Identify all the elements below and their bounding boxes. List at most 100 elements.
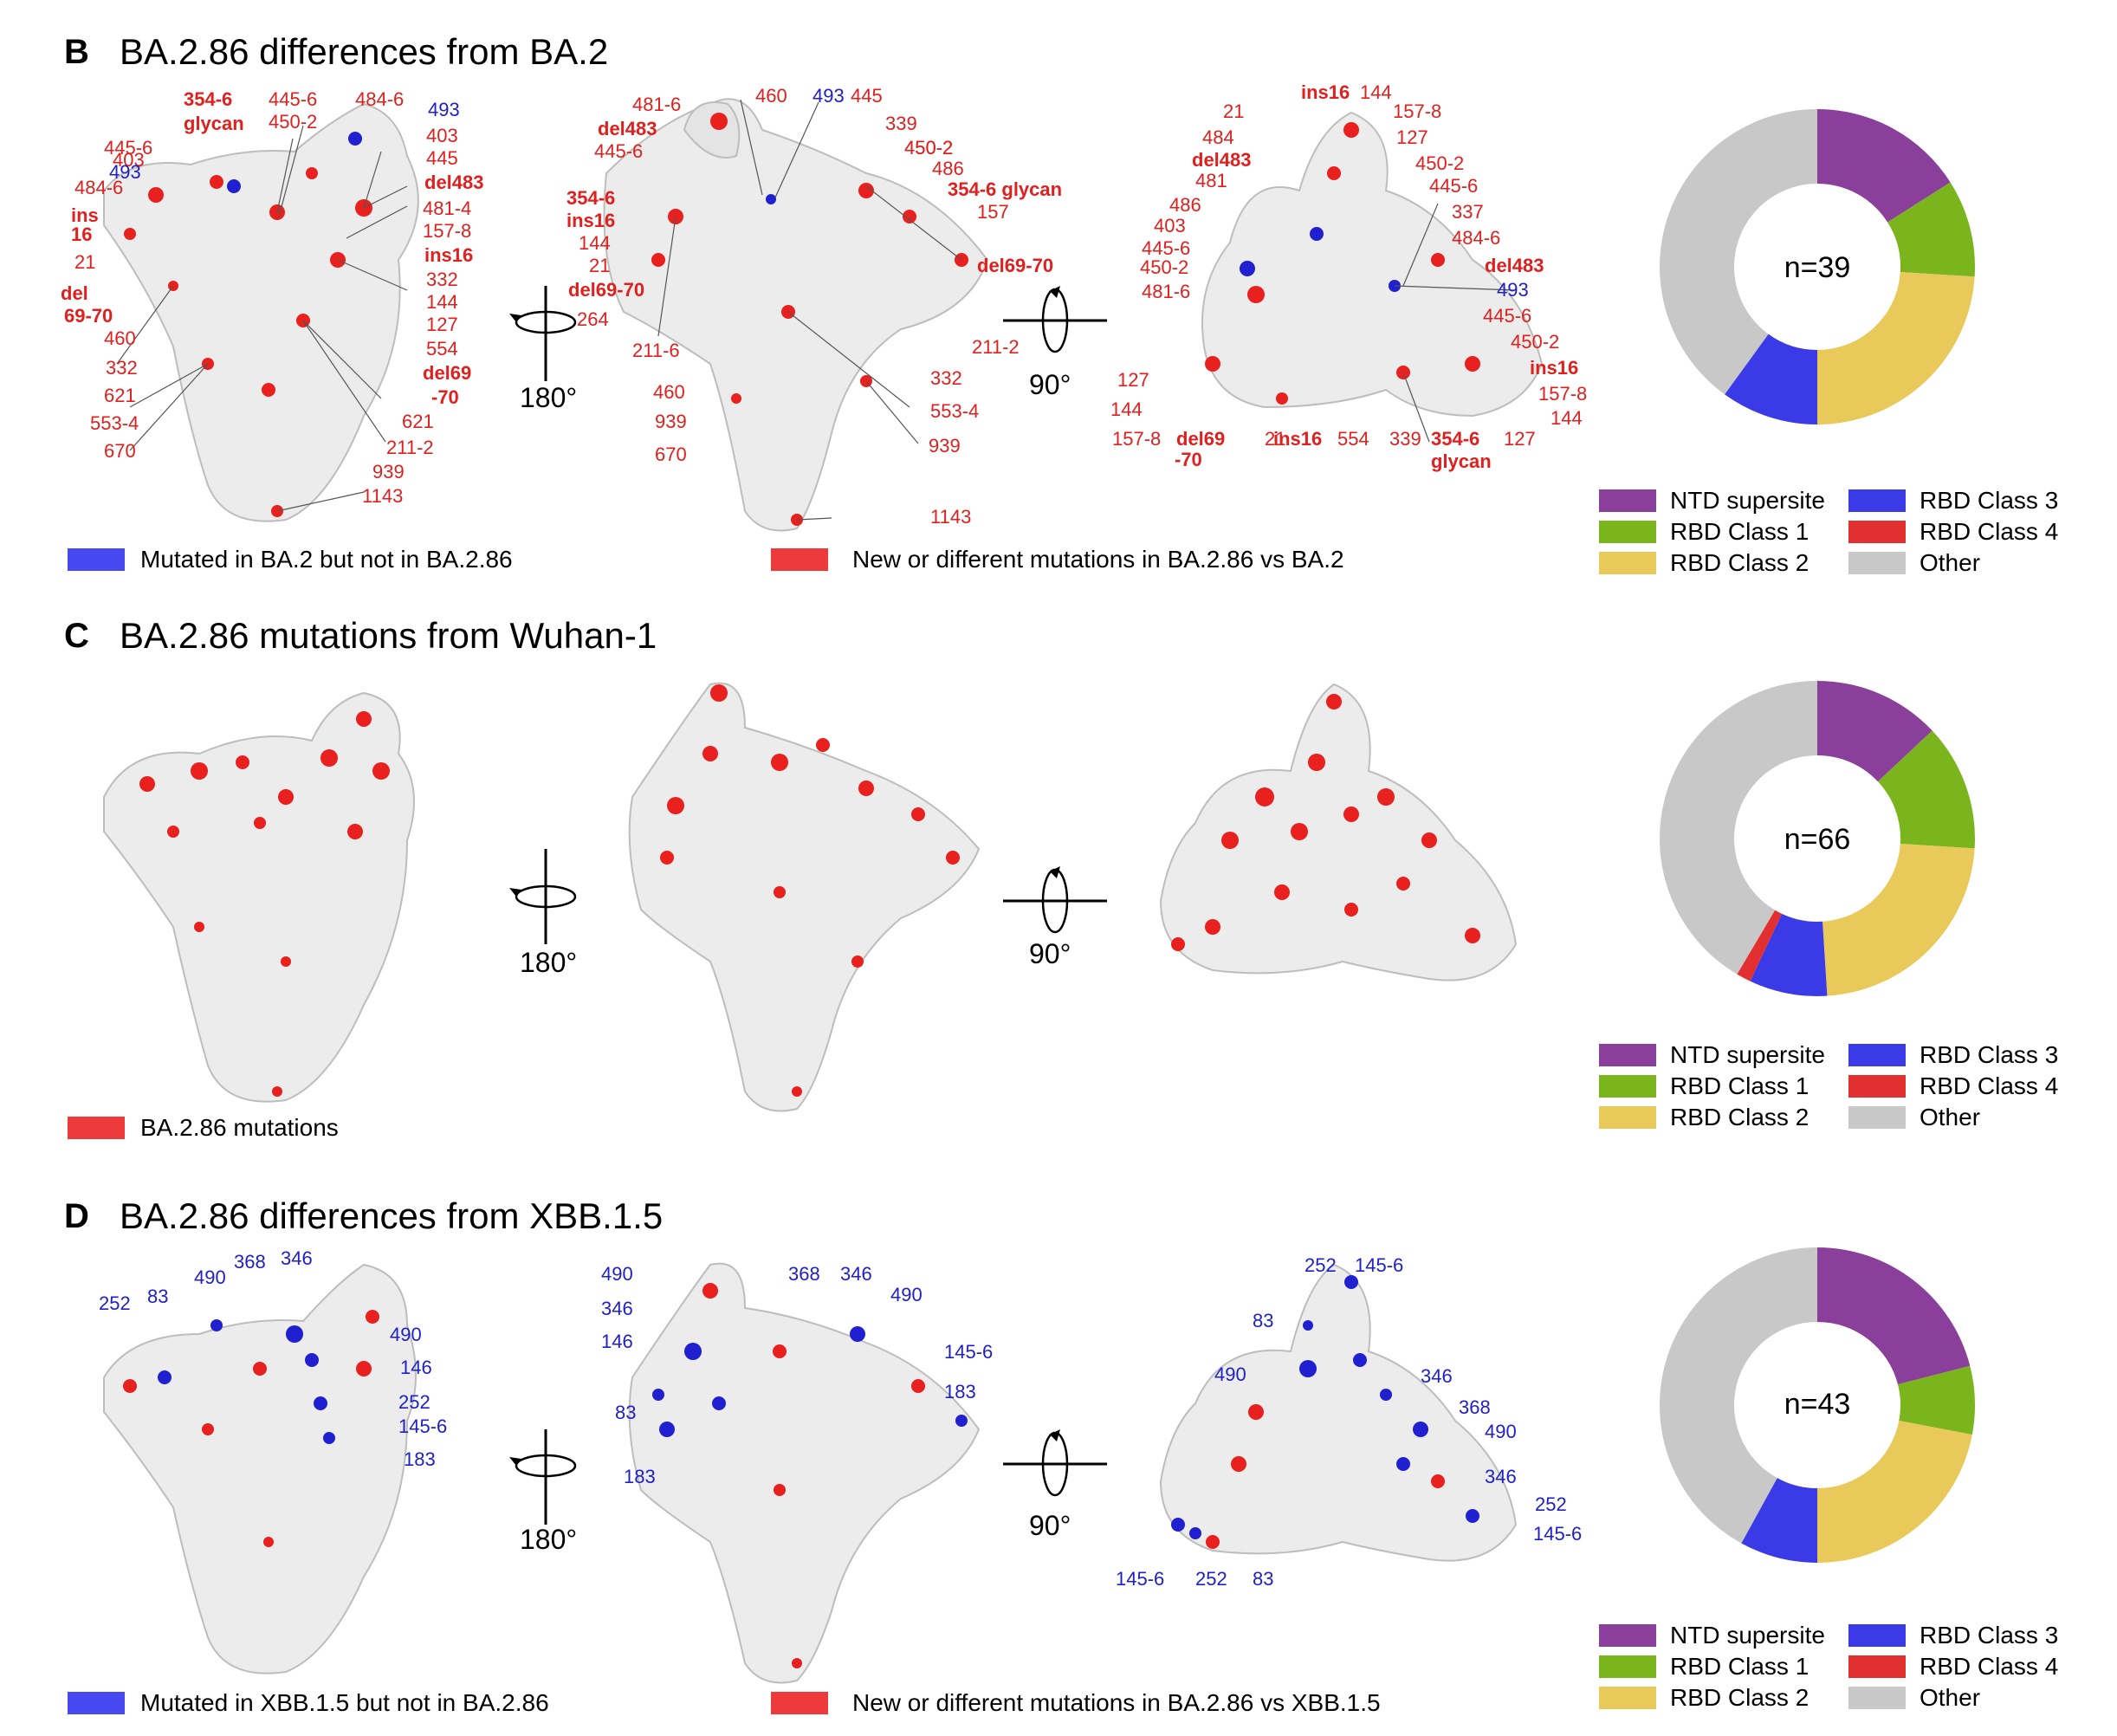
legend-swatch [1848, 1655, 1906, 1678]
mutation-label: 346 [1421, 1365, 1453, 1387]
mutation-label: 144 [579, 232, 611, 254]
rotation-label-90: 90° [1029, 369, 1071, 400]
mutation-label: 127 [1504, 428, 1536, 450]
mutation-label: 403 [1154, 215, 1186, 236]
donut-slice-other [1660, 681, 1817, 975]
rotation-arrows-c: 180° 90° [509, 849, 1107, 978]
spike-top-view [1201, 111, 1544, 418]
mutation-label: 144 [1360, 81, 1392, 103]
mutation-label: 481-4 [423, 198, 471, 219]
mutation-label: 127 [426, 314, 458, 335]
legend-swatch [1848, 1624, 1906, 1647]
mutation-label: 144 [1110, 398, 1143, 420]
mutation-label: ins16 [1301, 81, 1350, 103]
legend-item-rbd4: RBD Class 4 [1848, 1653, 2058, 1681]
legend-blue: Mutated in XBB.1.5 but not in BA.2.86 [68, 1689, 549, 1717]
mutation-label: 211-6 [632, 340, 680, 361]
rotation-arrows-b: 180° 90° [509, 286, 1107, 413]
mutation-label: 403 [113, 149, 145, 171]
legend-label: RBD Class 2 [1670, 1104, 1809, 1130]
donut-slice-rbd-class-2 [1817, 272, 1975, 424]
mutation-label: 144 [426, 291, 458, 313]
legend-item-ntd: NTD supersite [1599, 487, 1825, 515]
mutation-label: 493 [109, 161, 141, 183]
mutation-label: 939 [929, 435, 961, 457]
mutation-label: 368 [234, 1251, 266, 1273]
mutation-label: 484-6 [355, 88, 404, 110]
mutation-label: 368 [1459, 1396, 1491, 1418]
donut-slice-rbd-class-3 [1750, 913, 1828, 996]
mutation-label: ins16 [566, 210, 615, 231]
donut-slice-other [1659, 109, 1817, 395]
mutation-label: 183 [944, 1381, 976, 1402]
mutation-label: 481-6 [1142, 281, 1190, 302]
mutation-label: 183 [624, 1466, 656, 1487]
mutation-label: 553-4 [90, 412, 139, 434]
legend-swatch [1599, 552, 1656, 574]
mutation-label: ins [71, 204, 99, 226]
legend-red: BA.2.86 mutations [68, 1114, 339, 1142]
mutation-label: -70 [431, 386, 459, 408]
panel-title: BA.2.86 differences from XBB.1.5 [120, 1195, 664, 1236]
mutation-label: 21 [589, 255, 610, 276]
mutation-label: 157-8 [1538, 383, 1587, 405]
panel-d: D BA.2.86 differences from XBB.1.5 [0, 1178, 2117, 1736]
legend-label: RBD Class 2 [1670, 549, 1809, 576]
donut-center-label: n=43 [1784, 1388, 1851, 1421]
legend-swatch [1599, 1106, 1656, 1129]
legend-text: New or different mutations in BA.2.86 vs… [852, 1689, 1381, 1716]
mutation-label: 445-6 [1429, 175, 1478, 197]
legend-label: RBD Class 1 [1670, 518, 1809, 545]
structure-figure: 180° 90° n=66 [103, 681, 1975, 1112]
mutation-label: 484 [1202, 126, 1234, 148]
mutation-label: 21 [1265, 428, 1285, 450]
legend-item-rbd2: RBD Class 2 [1599, 1104, 1809, 1131]
mutation-label: 339 [1389, 428, 1421, 450]
donut-slice-other [1660, 1247, 1817, 1544]
mutation-label: 450-2 [1415, 152, 1464, 174]
mutation-label: 211-2 [386, 437, 434, 458]
legend-swatch [1599, 1075, 1656, 1098]
legend-item-other: Other [1848, 1104, 1980, 1131]
legend-item-rbd4: RBD Class 4 [1848, 1072, 2058, 1100]
spike-side-view [103, 102, 419, 522]
mutation-label: del483 [598, 118, 657, 139]
mutation-label: 450-2 [269, 111, 317, 133]
legend-item-other: Other [1848, 1684, 1980, 1712]
mutation-label: 493 [812, 85, 845, 107]
mutation-label: 621 [104, 385, 136, 406]
mutation-label: 332 [106, 357, 138, 379]
legend-label: RBD Class 3 [1920, 487, 2059, 514]
mutation-label: 490 [601, 1263, 633, 1285]
legend-item-rbd1: RBD Class 1 [1599, 1653, 1809, 1681]
mutation-label: 490 [1214, 1364, 1246, 1385]
legend-label: Other [1920, 549, 1981, 576]
mutation-label: 1143 [362, 485, 403, 507]
spike-top-view [1159, 683, 1518, 981]
rotation-label-180: 180° [520, 947, 577, 978]
mutation-label: 621 [402, 411, 434, 432]
mutation-patches-d [123, 1275, 1479, 1668]
mutation-label: 354-6 [184, 88, 232, 110]
mutation-label: 145-6 [1355, 1254, 1403, 1276]
legend-swatch-red [771, 548, 828, 571]
mutation-label: del69 [423, 362, 471, 384]
donut-slice-rbd-class-4 [1737, 910, 1783, 981]
mutation-label: 403 [426, 125, 458, 146]
donut-chart-d [1660, 1247, 1976, 1563]
mutation-label: 83 [1253, 1568, 1273, 1590]
mutation-label: 252 [1305, 1254, 1337, 1276]
legend-swatch [1599, 1044, 1656, 1066]
mutation-label: 354-6 [1431, 428, 1479, 450]
mutation-label: 670 [104, 440, 136, 462]
legend-item-rbd1: RBD Class 1 [1599, 1072, 1809, 1100]
legend-swatch [1599, 1687, 1656, 1709]
legend-swatch [1848, 489, 1906, 512]
panel-title: BA.2.86 differences from BA.2 [120, 31, 609, 72]
legend-blue: Mutated in BA.2 but not in BA.2.86 [68, 546, 513, 573]
legend-red: New or different mutations in BA.2.86 vs… [771, 1689, 1381, 1717]
mutation-label: 146 [601, 1331, 633, 1352]
mutation-label: ins16 [1530, 357, 1578, 379]
mutation-label: 554 [1337, 428, 1369, 450]
legend-text: Mutated in BA.2 but not in BA.2.86 [140, 546, 513, 573]
